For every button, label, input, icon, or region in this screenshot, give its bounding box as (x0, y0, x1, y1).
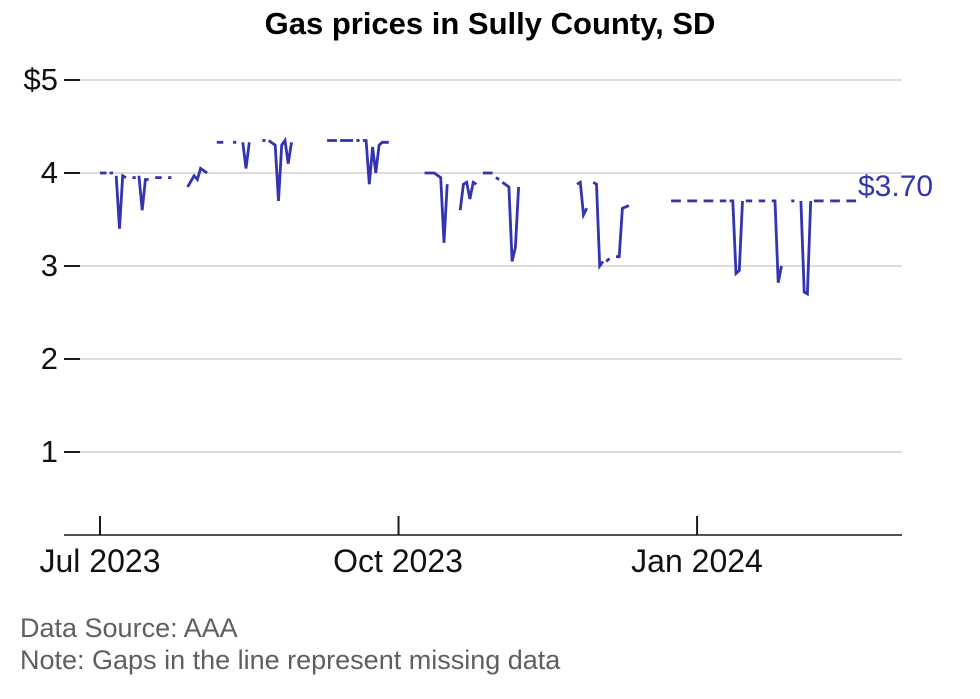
y-axis-label: 2 (40, 341, 58, 376)
y-axis-label: $5 (23, 62, 58, 97)
last-price-annotation: $3.70 (858, 170, 934, 203)
missing-data-note: Note: Gaps in the line represent missing… (20, 645, 561, 676)
y-axis-label: 1 (40, 434, 58, 469)
chart-footnotes: Data Source: AAA Note: Gaps in the line … (20, 612, 560, 677)
y-axis-label: 3 (40, 248, 58, 283)
chart-title: Gas prices in Sully County, SD (264, 6, 716, 41)
y-axis-label: 4 (40, 155, 58, 190)
x-axis-label: Oct 2023 (333, 543, 463, 579)
x-axis-label: Jan 2024 (631, 543, 763, 579)
data-source-note: Data Source: AAA (20, 613, 238, 643)
x-axis-label: Jul 2023 (39, 543, 161, 579)
